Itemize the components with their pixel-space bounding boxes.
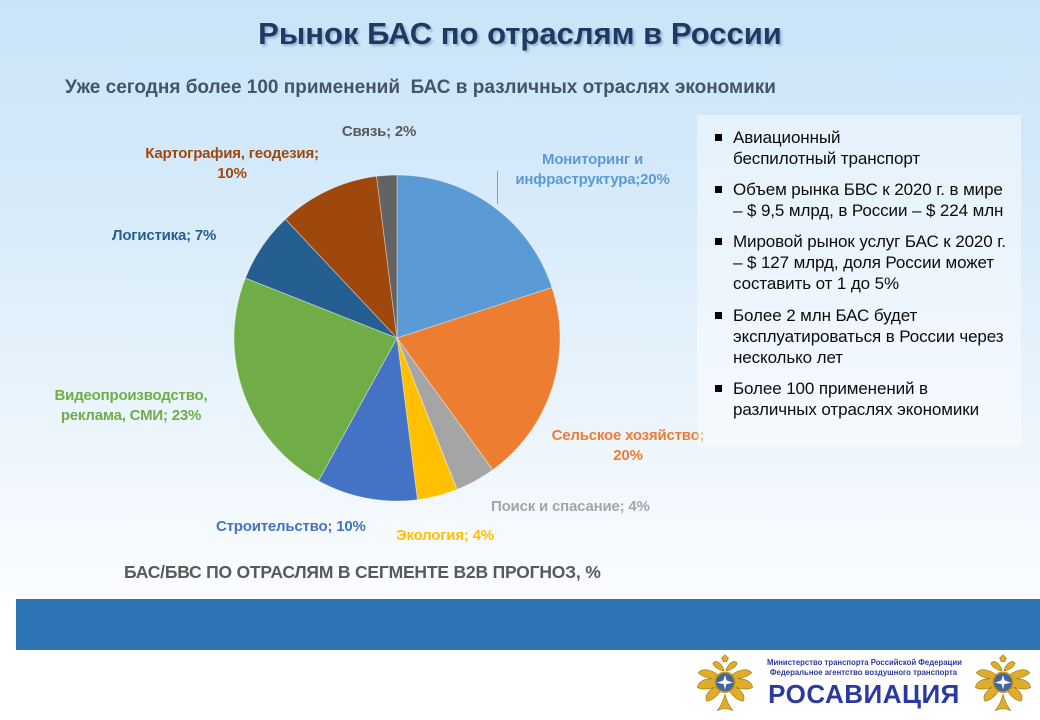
list-item: Объем рынка БВС к 2020 г. в мире – $ 9,5… <box>709 179 1015 221</box>
pie-slice-2 <box>396 287 561 471</box>
pie-slice-3 <box>396 337 494 491</box>
agency-line: Федеральное агентство воздушного транспо… <box>770 668 958 677</box>
bullet-square-icon <box>715 238 722 246</box>
bullet-text: Более 100 применений в различных отрасля… <box>733 378 979 419</box>
agency-name: РОСАВИАЦИЯ <box>768 679 960 710</box>
pie-slice-9 <box>376 174 398 339</box>
bullet-text: Авиационный беспилотный транспорт <box>733 128 921 169</box>
info-panel: Авиационный беспилотный транспорт Объем … <box>697 115 1021 445</box>
pie-label-logistika: Логистика; 7% <box>112 227 217 244</box>
pie-label-svyaz: Связь; 2% <box>341 123 417 140</box>
ministry-line: Министерство транспорта Российской Федер… <box>766 657 962 667</box>
list-item: Более 2 млн БАС будет эксплуатироваться … <box>709 305 1015 368</box>
list-item: Мировой рынок услуг БАС к 2020 г. – $ 12… <box>709 231 1015 294</box>
chart-caption: БАС/БВС ПО ОТРАСЛЯМ В СЕГМЕНТЕ В2В ПРОГН… <box>124 562 601 582</box>
pie-label-kartografia: Картография, геодезия; 10% <box>145 145 319 182</box>
page-title: Рынок БАС по отраслям в России <box>258 16 782 51</box>
pie-slice-4 <box>396 337 458 501</box>
pie-label-monitoring: Мониторинг и инфраструктура;20% <box>515 151 670 188</box>
eagle-emblem-icon <box>694 653 756 715</box>
bullet-list: Авиационный беспилотный транспорт Объем … <box>709 127 1015 420</box>
pie-slice-6 <box>233 277 398 482</box>
pie-chart <box>233 174 561 502</box>
list-item: Авиационный беспилотный транспорт <box>709 127 1015 169</box>
eagle-emblem-icon <box>972 653 1034 715</box>
bullet-text: Более 2 млн БАС будет эксплуатироваться … <box>733 305 1004 367</box>
pie-label-stroitelstvo: Строительство; 10% <box>216 518 366 535</box>
rosaviation-logo-block: Министерство транспорта Российской Федер… <box>694 651 1034 717</box>
bullet-text: Мировой рынок услуг БАС к 2020 г. – $ 12… <box>733 232 1006 294</box>
list-item: Более 100 применений в различных отрасля… <box>709 378 1015 420</box>
pie-label-selskoe-hozyaystvo: Сельское хозяйство; 20% <box>551 427 705 464</box>
pie-label-videoproizvodstvo: Видеопроизводство, реклама, СМИ; 23% <box>54 387 208 424</box>
pie-slice-5 <box>317 336 418 502</box>
pie-slice-7 <box>244 218 398 339</box>
footer-band <box>16 599 1040 650</box>
pie-slice-1 <box>396 174 553 339</box>
pie-label-poisk-spasanie: Поиск и спасание; 4% <box>491 498 650 515</box>
subtitle: Уже сегодня более 100 применений БАС в р… <box>65 77 776 98</box>
bullet-text: Объем рынка БВС к 2020 г. в мире – $ 9,5… <box>733 180 1004 221</box>
bullet-square-icon <box>715 134 722 141</box>
pie-slice-8 <box>284 175 398 340</box>
pie-label-ekologia: Экология; 4% <box>396 527 494 544</box>
bullet-square-icon <box>715 384 722 392</box>
label-leader-line <box>497 171 498 204</box>
bullet-square-icon <box>715 311 722 319</box>
agency-text-block: Министерство транспорта Российской Федер… <box>764 658 965 711</box>
bullet-square-icon <box>715 186 722 194</box>
